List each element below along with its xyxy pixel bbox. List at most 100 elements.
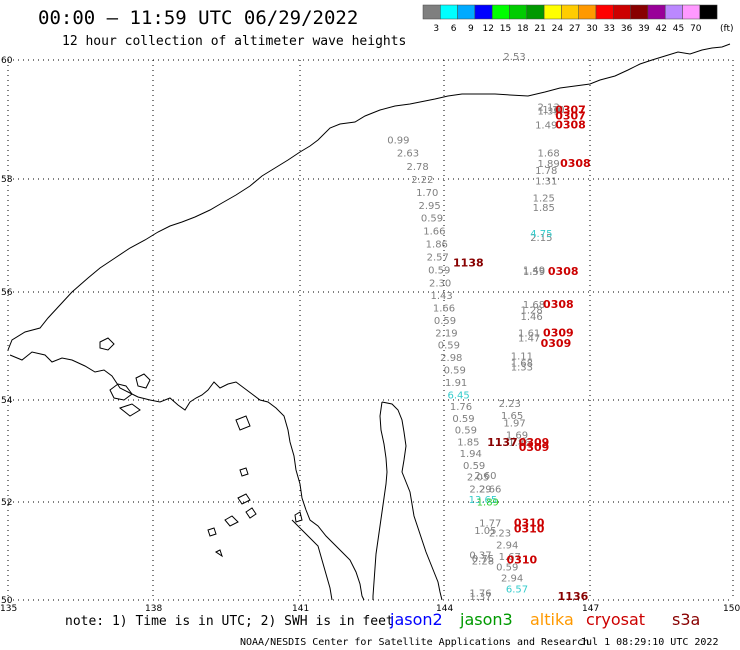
colorbar-swatch xyxy=(474,4,493,20)
satellite-legend: jason2 jason3 altika cryosat s3a xyxy=(389,610,700,629)
colorbar-label: 6 xyxy=(451,24,457,34)
satellite-pass-ids: 1138030703070308030803080308030903091137… xyxy=(453,104,591,603)
wave-height-label: 2.23 xyxy=(489,528,511,539)
colorbar-legend: 3 6 9 12 15 18 21 24 27 30 33 36 39 42 45 70 (ft) xyxy=(422,4,734,34)
colorbar-label: 45 xyxy=(673,24,684,34)
legend-altika: altika xyxy=(530,610,574,629)
wave-height-label: 2.28 xyxy=(472,557,494,568)
colorbar-label: 9 xyxy=(468,24,474,34)
lon-tick-label: 138 xyxy=(145,604,162,614)
colorbar-swatch xyxy=(595,4,614,20)
wave-height-label: 1.85 xyxy=(533,203,555,214)
wave-height-label: 1.97 xyxy=(503,419,525,430)
wave-height-label: 2.94 xyxy=(496,541,518,552)
colorbar-label: 70 xyxy=(690,24,702,34)
kuril-sea-islets xyxy=(207,415,303,558)
shantar-islands xyxy=(99,337,151,417)
page-subtitle: 12 hour collection of altimeter wave hei… xyxy=(62,34,406,49)
colorbar-label: 24 xyxy=(552,24,564,34)
colorbar-label: 21 xyxy=(534,24,545,34)
footer-date: Jul 1 08:29:10 UTC 2022 xyxy=(580,637,718,648)
wave-height-label: 0.75 xyxy=(472,554,494,565)
colorbar-label: 27 xyxy=(569,24,580,34)
wave-height-label: 1.37 xyxy=(469,592,491,603)
wave-height-label: 0.59 xyxy=(452,414,474,425)
wave-height-label: 2.98 xyxy=(440,353,462,364)
legend-jason3: jason3 xyxy=(459,610,513,629)
lon-tick-label: 144 xyxy=(436,604,453,614)
wave-height-label: 1.49 xyxy=(523,265,545,276)
pass-id-label: 0309 xyxy=(519,436,550,449)
wave-height-label: 1.85 xyxy=(457,437,479,448)
colorbar-label: 36 xyxy=(621,24,633,34)
wave-height-label: 1.91 xyxy=(445,378,467,389)
colorbar-label: 15 xyxy=(500,24,511,34)
wave-height-label: 1.65 xyxy=(501,411,523,422)
colorbar-label: 30 xyxy=(586,24,598,34)
pass-id-label: 0308 xyxy=(555,118,586,131)
colorbar-label: 12 xyxy=(482,24,493,34)
wave-height-label: 1.11 xyxy=(511,352,533,363)
colorbar-swatch xyxy=(664,4,683,20)
wave-height-label: 1.69 xyxy=(506,430,528,441)
wave-height-label: 0.59 xyxy=(463,461,485,472)
wave-height-label: 1.77 xyxy=(479,519,501,530)
wave-height-label: 1.76 xyxy=(450,402,472,413)
colorbar-swatch xyxy=(647,4,666,20)
pass-id-label: 0309 xyxy=(543,326,574,339)
wave-height-label: 2.23 xyxy=(499,399,521,410)
wave-height-label: 2.78 xyxy=(406,162,428,173)
lon-tick-label: 141 xyxy=(292,604,309,614)
legend-jason2: jason2 xyxy=(389,610,443,629)
wave-height-label: 1.86 xyxy=(426,239,448,250)
coastline xyxy=(7,43,731,601)
legend-s3a: s3a xyxy=(672,610,700,629)
wave-height-label: 1.67 xyxy=(499,552,521,563)
wave-height-label: 1.43 xyxy=(430,291,452,302)
pass-id-label: 1136 xyxy=(558,590,589,603)
mainland-coastline xyxy=(9,351,365,601)
wave-height-label: 1.10 xyxy=(542,105,564,116)
wave-height-label: 2.05 xyxy=(467,473,489,484)
wave-height-label: 1.89 xyxy=(477,497,499,508)
colorbar-swatch xyxy=(561,4,579,20)
pass-id-label: 0308 xyxy=(548,265,579,278)
wave-height-label: 1.39 xyxy=(538,107,560,118)
lat-tick-label: 56 xyxy=(1,288,13,298)
wave-height-label: 1.89 xyxy=(538,159,560,170)
colorbar-swatch xyxy=(457,4,476,20)
colorbar-swatch xyxy=(440,4,458,20)
wave-height-label: 1.68 xyxy=(511,359,533,370)
pass-id-label: 0309 xyxy=(519,441,550,454)
wave-height-label: 0.37 xyxy=(469,550,491,561)
wave-height-label: 0.59 xyxy=(421,213,443,224)
wave-height-label: 0.59 xyxy=(428,265,450,276)
wave-height-label: 0.59 xyxy=(496,563,518,574)
pass-id-label: 0308 xyxy=(560,157,591,170)
wave-height-label: 1.31 xyxy=(535,177,557,188)
wave-height-label: 2.57 xyxy=(427,252,449,263)
wave-height-label: 1.47 xyxy=(518,334,540,345)
lat-tick-label: 52 xyxy=(1,498,12,508)
wave-height-label: 0.99 xyxy=(387,135,409,146)
pass-id-label: 0310 xyxy=(507,553,538,566)
colorbar-label: 18 xyxy=(517,24,529,34)
wave-height-label: 1.05 xyxy=(474,526,496,537)
pass-id-label: 0307 xyxy=(555,110,586,123)
lon-tick-label: 135 xyxy=(0,604,17,614)
wave-height-label: 1.33 xyxy=(511,362,533,373)
wave-height-label: 6.57 xyxy=(506,585,528,596)
wave-height-label: 2.22 xyxy=(411,175,433,186)
wave-height-label: 1.86 xyxy=(508,438,530,449)
sakhalin-island xyxy=(372,401,443,601)
map-panel: 135 138 141 144 147 150 60 58 56 54 52 50 0.99 2.63 2… xyxy=(0,43,740,614)
wave-height-label: 13.65 xyxy=(469,495,498,506)
wave-height-label: 1.94 xyxy=(460,449,482,460)
wave-height-label: 1.78 xyxy=(535,166,557,177)
pass-id-label: 1138 xyxy=(453,257,484,270)
wave-height-label: 2.30 xyxy=(429,278,451,289)
colorbar-swatch xyxy=(613,4,631,20)
wave-height-label: 1.59 xyxy=(523,267,545,278)
wave-height-label: 0.59 xyxy=(438,341,460,352)
